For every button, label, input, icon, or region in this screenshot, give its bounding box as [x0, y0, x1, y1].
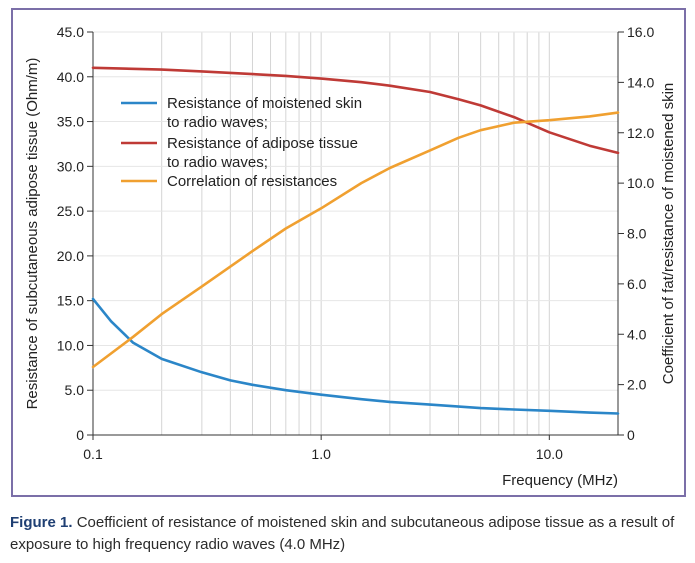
legend-label-3: Correlation of resistances	[167, 173, 337, 190]
y-tick-label-right: 16.0	[627, 24, 654, 40]
series-line-2	[91, 66, 620, 155]
y-tick-label-left: 45.0	[57, 24, 84, 40]
series-line-3	[91, 111, 620, 369]
chart-frame: 0 5.0 10.0 15.0 20.0 25.0 30.0 35.0 40.0 45.0 0 2.0…	[11, 8, 686, 497]
x-tick-label: 10.0	[536, 446, 563, 462]
x-tick-label: 1.0	[311, 446, 331, 462]
legend-label-2: to radio waves;	[167, 154, 268, 171]
legend-label-1: to radio waves;	[167, 114, 268, 131]
y-tick-label-left: 35.0	[57, 114, 84, 130]
y-tick-label-left: 30.0	[57, 158, 84, 174]
figure-caption: Figure 1. Coefficient of resistance of m…	[10, 512, 690, 556]
caption-label: Figure 1.	[10, 514, 73, 531]
y-axis-label-right: Coefficient of fat/resistance of moisten…	[660, 83, 677, 385]
y-tick-label-left: 15.0	[57, 293, 84, 309]
y-tick-label-right: 8.0	[627, 226, 647, 242]
y-tick-label-left: 20.0	[57, 248, 84, 264]
x-axis-label: Frequency (MHz)	[502, 472, 618, 489]
y-tick-label-right: 14.0	[627, 74, 654, 90]
y-tick-label-right: 12.0	[627, 125, 654, 141]
series-line-1	[91, 297, 620, 415]
y-tick-label-right: 10.0	[627, 175, 654, 191]
y-tick-label-left: 0	[76, 427, 84, 443]
y-tick-label-right: 2.0	[627, 377, 647, 393]
y-tick-label-left: 25.0	[57, 203, 84, 219]
legend-label-2: Resistance of adipose tissue	[167, 135, 358, 152]
y-tick-label-left: 40.0	[57, 69, 84, 85]
y-tick-label-left: 5.0	[65, 382, 85, 398]
caption-text: Coefficient of resistance of moistened s…	[10, 514, 675, 553]
y-tick-label-left: 10.0	[57, 337, 84, 353]
y-tick-label-right: 0	[627, 427, 635, 443]
legend-label-1: Resistance of moistened skin	[167, 95, 362, 112]
y-tick-label-right: 6.0	[627, 276, 647, 292]
x-tick-label: 0.1	[83, 446, 103, 462]
y-tick-label-right: 4.0	[627, 326, 647, 342]
y-axis-label-left: Resistance of subcutaneous adipose tissu…	[24, 58, 41, 410]
line-chart: 0 5.0 10.0 15.0 20.0 25.0 30.0 35.0 40.0 45.0 0 2.0…	[24, 24, 677, 489]
